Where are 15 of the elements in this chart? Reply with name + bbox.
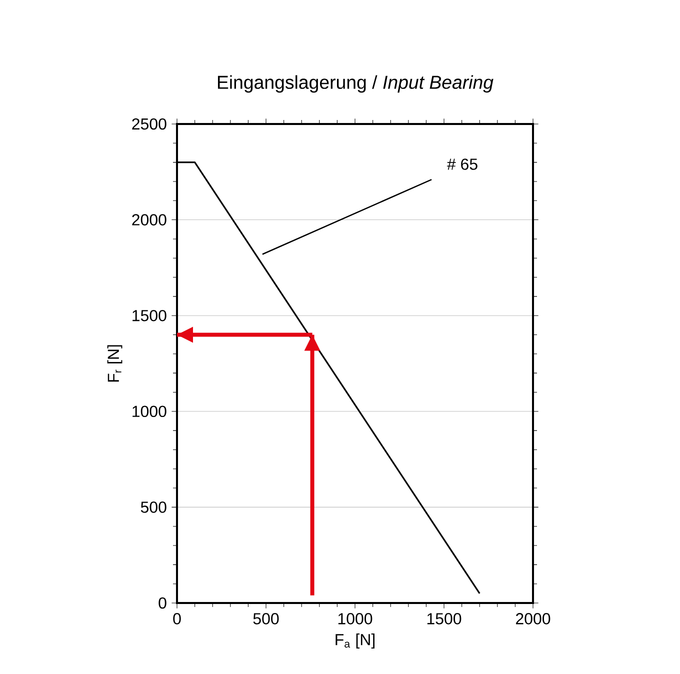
annotation: # 65: [447, 158, 478, 170]
y-tick-label: 1500: [132, 310, 166, 322]
x-tick-label: 0: [173, 613, 181, 624]
y-tick-label: 500: [140, 502, 166, 513]
chart-title: Eingangslagerung / Input Bearing: [218, 75, 494, 93]
y-tick-label: 2500: [132, 118, 166, 130]
x-tick-label: 500: [253, 613, 279, 624]
y-tick-label: 1000: [132, 406, 166, 418]
x-tick-label: 1500: [427, 613, 462, 624]
y-axis-title: F$_{r}$ [N]: [107, 345, 122, 382]
x-axis-title: F$_{a}$ [N]: [336, 634, 374, 648]
y-tick-label: 0: [158, 597, 166, 609]
x-tick-label: 2000: [516, 613, 550, 624]
x-tick-label: 1000: [338, 613, 372, 624]
y-tick-label: 2000: [132, 214, 166, 226]
